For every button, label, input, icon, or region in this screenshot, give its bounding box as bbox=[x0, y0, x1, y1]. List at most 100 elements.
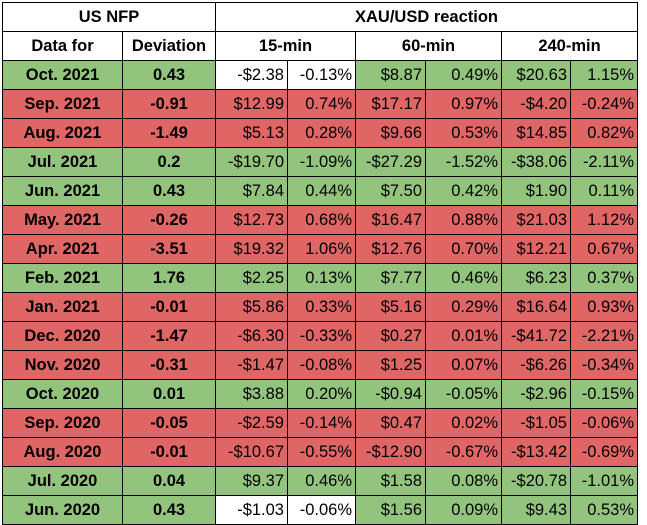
table-row: Aug. 2021 -1.49 $5.13 0.28% $9.66 0.53% $14.85… bbox=[2, 118, 638, 148]
reaction-usd-60min-cell: $1.56 bbox=[355, 495, 426, 525]
data-for-header: Data for bbox=[2, 31, 123, 61]
reaction-usd-60min-cell: $16.47 bbox=[355, 205, 426, 235]
reaction-pct-240min-cell: -1.01% bbox=[570, 466, 638, 496]
period-header-240min: 240-min bbox=[501, 31, 638, 61]
reaction-pct-60min-cell: 0.42% bbox=[425, 176, 502, 206]
reaction-pct-60min-cell: 0.02% bbox=[425, 408, 502, 438]
deviation-cell: -1.49 bbox=[122, 118, 216, 148]
reaction-pct-240min-cell: -0.15% bbox=[570, 379, 638, 409]
period-header-15min: 15-min bbox=[215, 31, 356, 61]
deviation-cell: 0.43 bbox=[122, 60, 216, 90]
table-row: Jun. 2020 0.43 -$1.03 -0.06% $1.56 0.09% $9.43… bbox=[2, 495, 638, 525]
reaction-pct-240min-cell: 0.11% bbox=[570, 176, 638, 206]
reaction-pct-60min-cell: 0.88% bbox=[425, 205, 502, 235]
reaction-usd-60min-cell: $5.16 bbox=[355, 292, 426, 322]
reaction-usd-240min-cell: -$4.20 bbox=[501, 89, 571, 119]
release-date-cell: Aug. 2021 bbox=[2, 118, 123, 148]
release-date-cell: Jul. 2020 bbox=[2, 466, 123, 496]
reaction-pct-240min-cell: 0.53% bbox=[570, 495, 638, 525]
table-row: Sep. 2020 -0.05 -$2.59 -0.14% $0.47 0.02% -$1.… bbox=[2, 408, 638, 438]
reaction-pct-240min-cell: 0.67% bbox=[570, 234, 638, 264]
reaction-usd-240min-cell: -$20.78 bbox=[501, 466, 571, 496]
table-row: Sep. 2021 -0.91 $12.99 0.74% $17.17 0.97% -$4.… bbox=[2, 89, 638, 119]
reaction-pct-60min-cell: -0.67% bbox=[425, 437, 502, 467]
reaction-usd-15min-cell: $3.88 bbox=[215, 379, 288, 409]
table-row: Jul. 2020 0.04 $9.37 0.46% $1.58 0.08% -$20.78… bbox=[2, 466, 638, 496]
deviation-cell: 0.2 bbox=[122, 147, 216, 177]
reaction-usd-240min-cell: $16.64 bbox=[501, 292, 571, 322]
release-date-cell: Oct. 2020 bbox=[2, 379, 123, 409]
reaction-usd-240min-cell: -$6.26 bbox=[501, 350, 571, 380]
table-row: Feb. 2021 1.76 $2.25 0.13% $7.77 0.46% $6.23 0.… bbox=[2, 263, 638, 293]
reaction-pct-60min-cell: 0.09% bbox=[425, 495, 502, 525]
reaction-usd-240min-cell: $21.03 bbox=[501, 205, 571, 235]
table-body: Oct. 2021 0.43 -$2.38 -0.13% $8.87 0.49% $20.6… bbox=[2, 60, 638, 525]
reaction-usd-60min-cell: $1.58 bbox=[355, 466, 426, 496]
reaction-usd-60min-cell: $9.66 bbox=[355, 118, 426, 148]
table-row: Oct. 2020 0.01 $3.88 0.20% -$0.94 -0.05% -$2.9… bbox=[2, 379, 638, 409]
reaction-usd-60min-cell: -$12.90 bbox=[355, 437, 426, 467]
reaction-pct-15min-cell: -0.13% bbox=[287, 60, 356, 90]
reaction-usd-15min-cell: $12.99 bbox=[215, 89, 288, 119]
reaction-pct-15min-cell: 0.28% bbox=[287, 118, 356, 148]
deviation-cell: -0.31 bbox=[122, 350, 216, 380]
table-row: Oct. 2021 0.43 -$2.38 -0.13% $8.87 0.49% $20.6… bbox=[2, 60, 638, 90]
table-row: May. 2021 -0.26 $12.73 0.68% $16.47 0.88% $21.… bbox=[2, 205, 638, 235]
reaction-usd-60min-cell: -$0.94 bbox=[355, 379, 426, 409]
release-date-cell: Sep. 2020 bbox=[2, 408, 123, 438]
reaction-pct-15min-cell: 0.20% bbox=[287, 379, 356, 409]
deviation-cell: 1.76 bbox=[122, 263, 216, 293]
reaction-pct-240min-cell: -0.34% bbox=[570, 350, 638, 380]
reaction-pct-60min-cell: 0.07% bbox=[425, 350, 502, 380]
reaction-usd-240min-cell: $20.63 bbox=[501, 60, 571, 90]
nfp-reaction-table-wrapper: US NFP XAU/USD reaction Data for Deviati… bbox=[2, 2, 638, 525]
release-date-cell: Aug. 2020 bbox=[2, 437, 123, 467]
deviation-cell: -1.47 bbox=[122, 321, 216, 351]
deviation-cell: -0.01 bbox=[122, 437, 216, 467]
reaction-pct-60min-cell: 0.53% bbox=[425, 118, 502, 148]
reaction-pct-240min-cell: 1.12% bbox=[570, 205, 638, 235]
reaction-pct-60min-cell: 0.49% bbox=[425, 60, 502, 90]
reaction-usd-15min-cell: $5.13 bbox=[215, 118, 288, 148]
reaction-pct-240min-cell: 0.37% bbox=[570, 263, 638, 293]
reaction-usd-60min-cell: $12.76 bbox=[355, 234, 426, 264]
table-row: Aug. 2020 -0.01 -$10.67 -0.55% -$12.90 -0.67%… bbox=[2, 437, 638, 467]
reaction-pct-60min-cell: 0.97% bbox=[425, 89, 502, 119]
reaction-pct-15min-cell: 0.74% bbox=[287, 89, 356, 119]
table-row: Jun. 2021 0.43 $7.84 0.44% $7.50 0.42% $1.90 0.… bbox=[2, 176, 638, 206]
table-row: Jul. 2021 0.2 -$19.70 -1.09% -$27.29 -1.52% -$… bbox=[2, 147, 638, 177]
deviation-cell: 0.01 bbox=[122, 379, 216, 409]
reaction-usd-240min-cell: $14.85 bbox=[501, 118, 571, 148]
reaction-pct-15min-cell: -0.33% bbox=[287, 321, 356, 351]
reaction-usd-15min-cell: -$2.38 bbox=[215, 60, 288, 90]
reaction-pct-15min-cell: 1.06% bbox=[287, 234, 356, 264]
deviation-cell: -0.26 bbox=[122, 205, 216, 235]
reaction-pct-60min-cell: 0.08% bbox=[425, 466, 502, 496]
reaction-pct-15min-cell: -0.06% bbox=[287, 495, 356, 525]
reaction-usd-240min-cell: -$38.06 bbox=[501, 147, 571, 177]
reaction-usd-240min-cell: -$1.05 bbox=[501, 408, 571, 438]
release-date-cell: May. 2021 bbox=[2, 205, 123, 235]
deviation-cell: -3.51 bbox=[122, 234, 216, 264]
reaction-pct-60min-cell: 0.46% bbox=[425, 263, 502, 293]
reaction-usd-15min-cell: $12.73 bbox=[215, 205, 288, 235]
reaction-pct-60min-cell: 0.29% bbox=[425, 292, 502, 322]
reaction-pct-15min-cell: 0.44% bbox=[287, 176, 356, 206]
release-date-cell: Sep. 2021 bbox=[2, 89, 123, 119]
reaction-usd-15min-cell: -$19.70 bbox=[215, 147, 288, 177]
deviation-cell: 0.04 bbox=[122, 466, 216, 496]
deviation-header: Deviation bbox=[122, 31, 216, 61]
reaction-usd-60min-cell: $0.27 bbox=[355, 321, 426, 351]
reaction-usd-60min-cell: $7.50 bbox=[355, 176, 426, 206]
table-row: Dec. 2020 -1.47 -$6.30 -0.33% $0.27 0.01% -$41… bbox=[2, 321, 638, 351]
us-nfp-header: US NFP bbox=[2, 2, 216, 32]
reaction-pct-240min-cell: 0.82% bbox=[570, 118, 638, 148]
reaction-pct-240min-cell: -0.24% bbox=[570, 89, 638, 119]
reaction-pct-15min-cell: 0.46% bbox=[287, 466, 356, 496]
reaction-pct-60min-cell: -0.05% bbox=[425, 379, 502, 409]
reaction-usd-15min-cell: $2.25 bbox=[215, 263, 288, 293]
release-date-cell: Oct. 2021 bbox=[2, 60, 123, 90]
reaction-pct-240min-cell: 1.15% bbox=[570, 60, 638, 90]
deviation-cell: 0.43 bbox=[122, 176, 216, 206]
reaction-pct-60min-cell: -1.52% bbox=[425, 147, 502, 177]
